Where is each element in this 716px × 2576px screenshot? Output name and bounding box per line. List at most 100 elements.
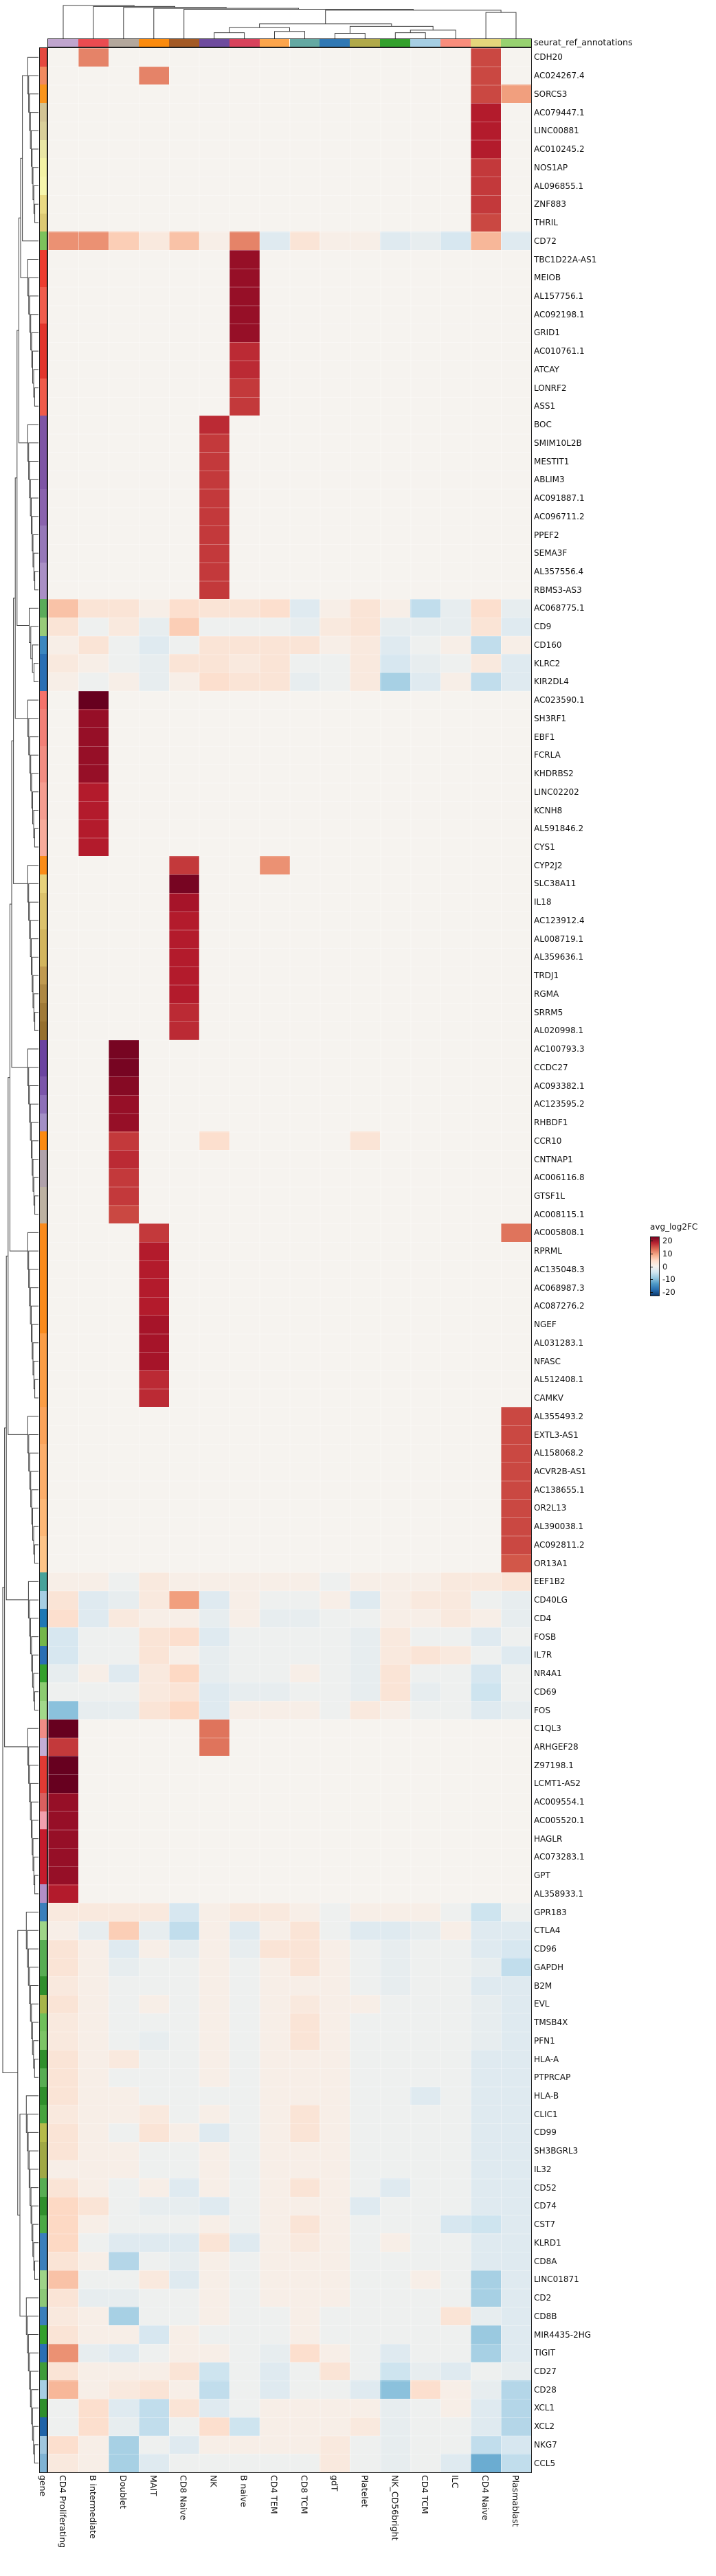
heatmap-cell	[501, 2288, 532, 2307]
gene-label: TRDJ1	[534, 971, 559, 981]
heatmap-cell	[410, 415, 441, 434]
heatmap-cell	[289, 911, 320, 930]
heatmap-cell	[350, 672, 381, 692]
heatmap-cell	[410, 1866, 441, 1885]
heatmap-cell	[350, 1443, 381, 1463]
heatmap-cell	[78, 2325, 109, 2345]
heatmap-cell	[471, 1756, 502, 1775]
heatmap-cell	[501, 1572, 532, 1592]
heatmap-cell	[259, 543, 290, 563]
heatmap-cell	[289, 2086, 320, 2105]
heatmap-cell	[48, 1058, 79, 1077]
heatmap-cell	[380, 727, 411, 747]
heatmap-cell	[78, 1554, 109, 1573]
heatmap-cell	[138, 782, 170, 802]
heatmap-cell	[410, 1003, 441, 1022]
heatmap-cell	[259, 819, 290, 839]
heatmap-cell	[380, 2013, 411, 2032]
heatmap-cell	[229, 1499, 260, 1518]
heatmap-cell	[501, 984, 532, 1004]
heatmap-cell	[501, 470, 532, 490]
heatmap-cell	[320, 2454, 350, 2473]
heatmap-cell	[199, 617, 230, 636]
heatmap-cell	[229, 2454, 260, 2473]
heatmap-cell	[78, 2270, 109, 2290]
heatmap-cell	[78, 1241, 109, 1261]
heatmap-cell	[48, 1719, 79, 1739]
heatmap-cell	[168, 433, 200, 453]
heatmap-cell	[320, 911, 350, 930]
heatmap-cell	[289, 1774, 320, 1794]
row-annotation-segment	[40, 121, 47, 141]
heatmap-cell	[289, 2454, 320, 2473]
heatmap-cell	[471, 1296, 502, 1316]
heatmap-cell	[320, 1811, 350, 1830]
heatmap-cell	[168, 250, 200, 269]
row-annotation-segment	[40, 1884, 47, 1903]
heatmap-cell	[229, 2141, 260, 2160]
heatmap-cell	[259, 158, 290, 177]
heatmap-cell	[289, 2178, 320, 2197]
heatmap-cell	[229, 177, 260, 196]
heatmap-cell	[410, 1205, 441, 1224]
row-annotation-segment	[40, 1296, 47, 1316]
heatmap-cell	[259, 1499, 290, 1518]
column-annotation-segment	[229, 39, 260, 47]
heatmap-cell	[199, 396, 230, 416]
heatmap-cell	[380, 911, 411, 930]
gene-label: AC138655.1	[534, 1484, 585, 1495]
heatmap-cell	[440, 2380, 471, 2399]
heatmap-cell	[78, 1664, 109, 1683]
heatmap-cell	[229, 1131, 260, 1151]
heatmap-cell	[199, 1260, 230, 1279]
heatmap-cell	[410, 139, 441, 159]
heatmap-cell	[471, 324, 502, 343]
heatmap-cell	[229, 1296, 260, 1316]
heatmap-cell	[471, 2068, 502, 2088]
heatmap-cell	[229, 727, 260, 747]
heatmap-cell	[108, 507, 139, 526]
heatmap-cell	[471, 379, 502, 398]
heatmap-cell	[48, 1333, 79, 1353]
heatmap-cell	[229, 984, 260, 1004]
heatmap-cell	[410, 690, 441, 710]
heatmap-cell	[471, 2050, 502, 2069]
heatmap-cell	[168, 2399, 200, 2418]
heatmap-cell	[289, 1425, 320, 1445]
heatmap-cell	[168, 1682, 200, 1702]
heatmap-cell	[380, 1113, 411, 1132]
heatmap-cell	[168, 526, 200, 545]
heatmap-cell	[410, 1792, 441, 1812]
heatmap-cell	[48, 341, 79, 361]
heatmap-cell	[501, 1260, 532, 1279]
heatmap-cell	[138, 415, 170, 434]
heatmap-cell	[289, 2196, 320, 2216]
heatmap-cell	[320, 1352, 350, 1371]
heatmap-cell	[501, 580, 532, 600]
heatmap-cell	[229, 2086, 260, 2105]
heatmap-cell	[440, 562, 471, 581]
heatmap-cell	[168, 507, 200, 526]
gene-label: AL157756.1	[534, 291, 584, 301]
heatmap-cell	[48, 801, 79, 820]
row-annotation-segment	[40, 1866, 47, 1885]
gene-label: XCL1	[534, 2403, 555, 2413]
heatmap-cell	[168, 562, 200, 581]
heatmap-cell	[78, 2215, 109, 2234]
heatmap-cell	[199, 1535, 230, 1555]
heatmap-cell	[259, 837, 290, 857]
heatmap-cell	[350, 2196, 381, 2216]
heatmap-cell	[138, 1774, 170, 1794]
heatmap-cell	[259, 1003, 290, 1022]
heatmap-cell	[199, 2417, 230, 2437]
heatmap-cell	[471, 1572, 502, 1592]
gene-label: MIR4435-2HG	[534, 2329, 592, 2340]
heatmap-cell	[259, 562, 290, 581]
row-annotation-segment	[40, 250, 47, 269]
heatmap-cell	[320, 1976, 350, 1996]
heatmap-cell	[138, 1994, 170, 2014]
heatmap-cell	[410, 1278, 441, 1298]
heatmap-cell	[350, 2215, 381, 2234]
row-annotation-segment	[40, 2380, 47, 2399]
heatmap-cell	[229, 819, 260, 839]
